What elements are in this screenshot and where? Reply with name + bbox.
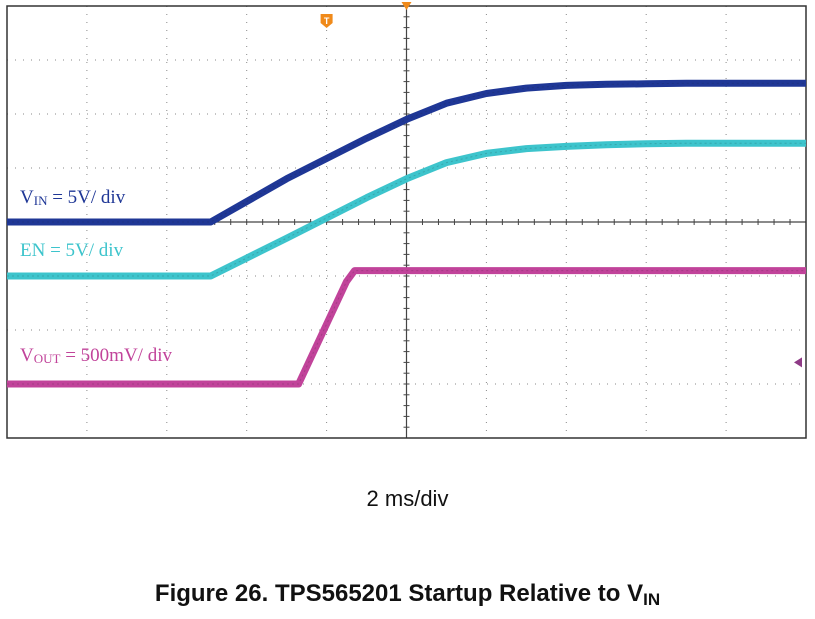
trace-1	[7, 139, 806, 280]
x-axis-label: 2 ms/div	[366, 486, 449, 511]
trace-2	[7, 267, 806, 388]
time-reference-icon	[401, 2, 412, 10]
label-vout: VOUT = 500mV/ div	[20, 345, 172, 366]
trace-0	[7, 79, 806, 226]
label-en: EN = 5V/ div	[20, 240, 124, 261]
markers: T	[320, 2, 802, 368]
traces	[7, 79, 806, 388]
trigger-label: T	[324, 16, 330, 26]
legend-labels: VIN = 5V/ div EN = 5V/ div VOUT = 500mV/…	[20, 187, 172, 366]
figure-caption: Figure 26. TPS565201 Startup Relative to…	[154, 580, 661, 609]
oscilloscope-plot: T VIN = 5V/ div EN = 5V/ div VOUT = 500m…	[6, 2, 807, 439]
trace-noise-1	[7, 142, 806, 277]
trigger-position-icon	[320, 14, 333, 28]
trace-noise-0	[7, 82, 806, 223]
trigger-level-icon	[794, 357, 802, 368]
label-vin: VIN = 5V/ div	[20, 187, 126, 208]
